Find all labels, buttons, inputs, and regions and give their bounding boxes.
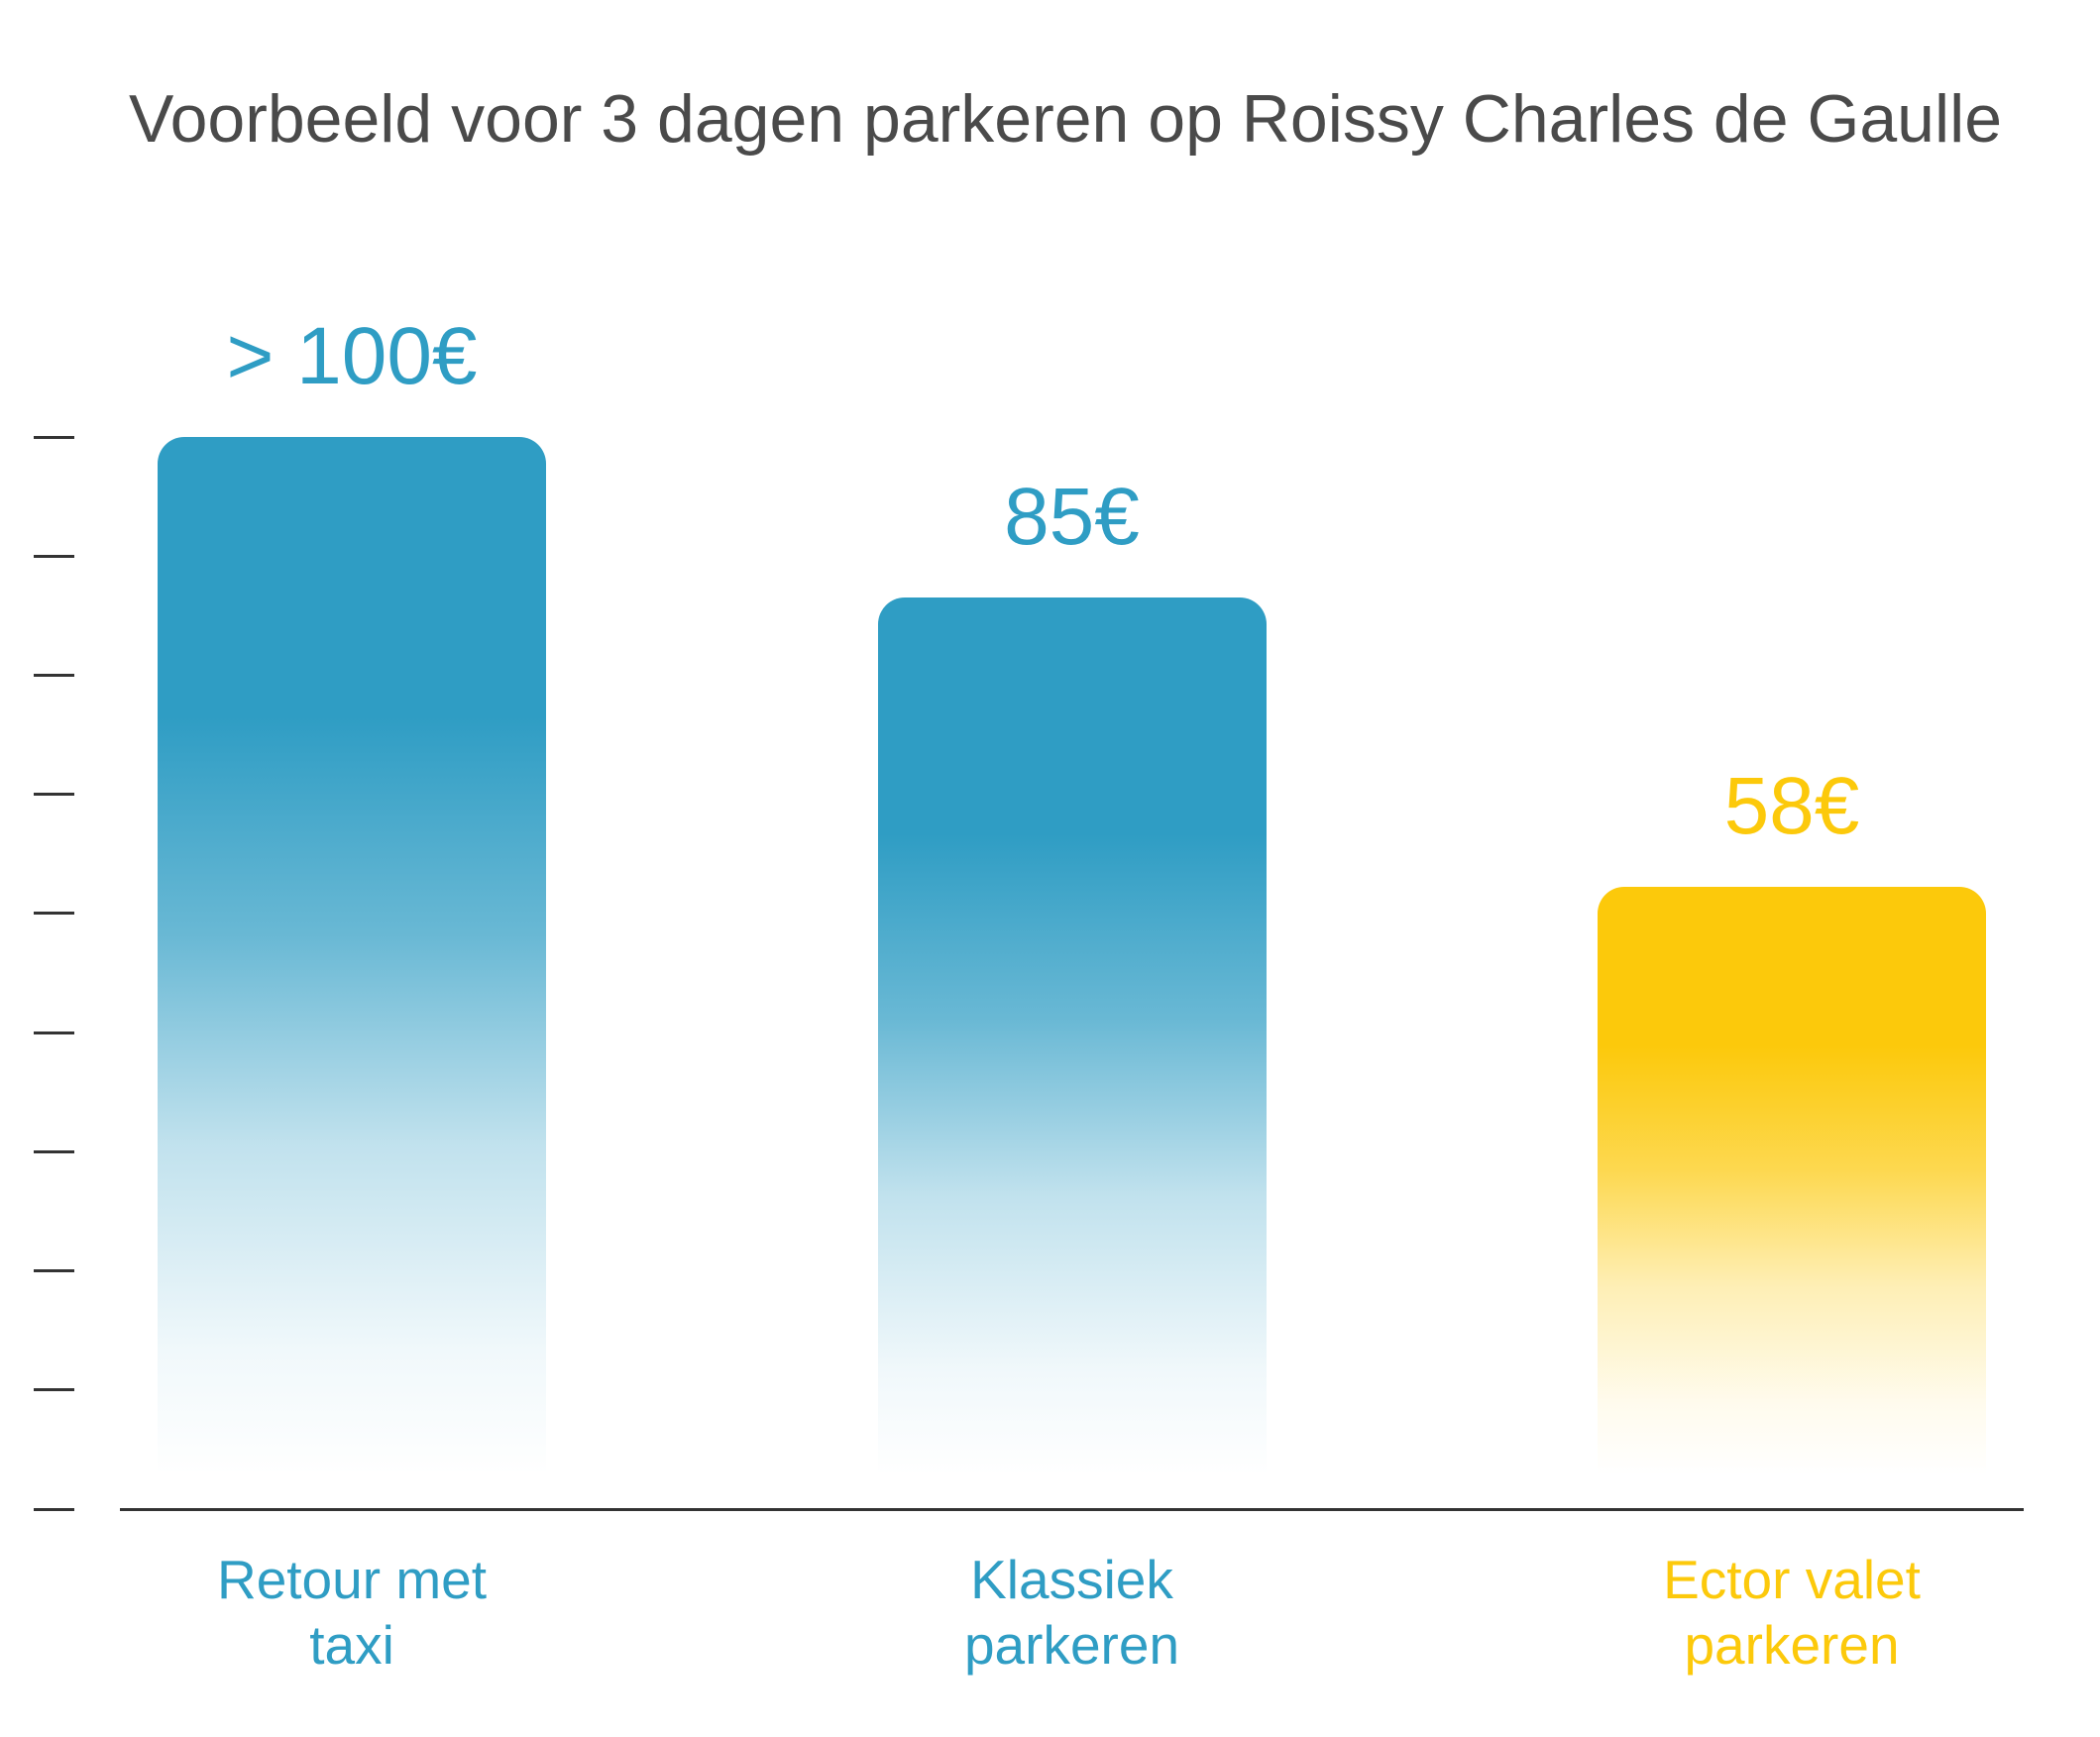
y-axis-tick xyxy=(34,1388,74,1392)
y-axis-tick xyxy=(34,1031,74,1034)
value-label-klassiek-parkeren: 85€ xyxy=(1004,472,1140,563)
y-axis-tick xyxy=(34,673,74,677)
y-axis-tick xyxy=(34,912,74,916)
y-axis-tick xyxy=(34,793,74,797)
bar-ector-valet-parkeren xyxy=(1598,887,1986,1475)
category-label-ector-valet-parkeren: Ector valet parkeren xyxy=(1663,1549,1921,1676)
category-label-klassiek-parkeren: Klassiek parkeren xyxy=(963,1549,1180,1676)
y-axis-tick xyxy=(34,1149,74,1153)
y-axis-tick xyxy=(34,1269,74,1273)
value-label-retour-met-taxi: > 100€ xyxy=(226,311,478,401)
x-axis-line xyxy=(120,1508,2024,1511)
category-label-retour-met-taxi: Retour met taxi xyxy=(216,1549,488,1676)
y-axis-tick xyxy=(34,435,74,439)
chart-title: Voorbeeld voor 3 dagen parkeren op Roiss… xyxy=(128,81,2003,157)
y-axis-tick xyxy=(34,554,74,558)
bar-retour-met-taxi xyxy=(158,437,546,1475)
y-axis-tick xyxy=(34,1507,74,1511)
bar-klassiek-parkeren xyxy=(877,597,1267,1475)
value-label-ector-valet-parkeren: 58€ xyxy=(1723,761,1860,852)
